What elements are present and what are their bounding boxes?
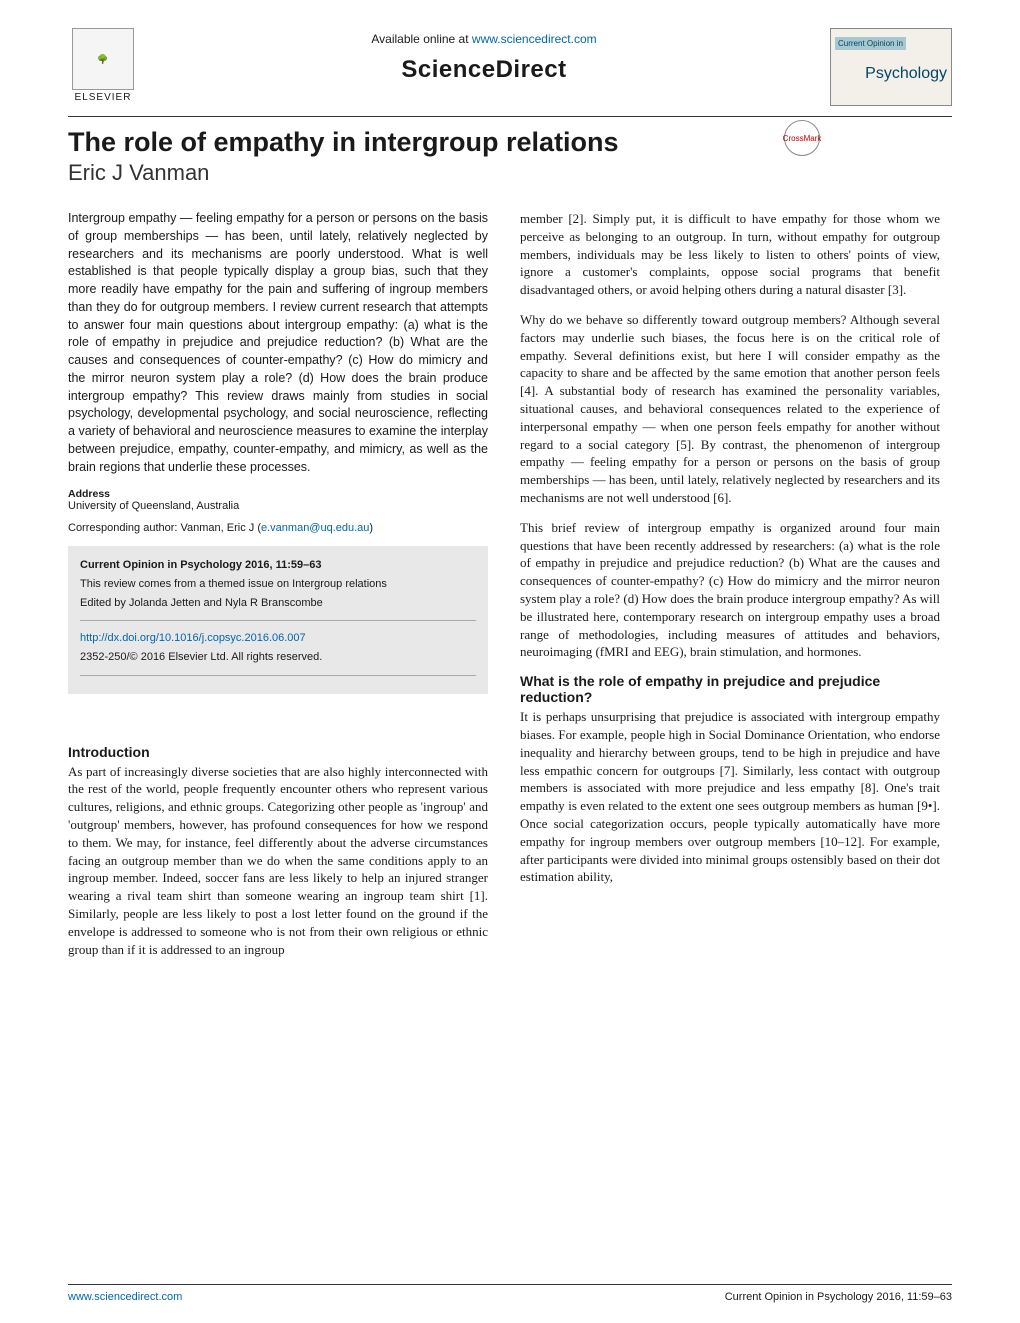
section-2-body: It is perhaps unsurprising that prejudic… — [520, 708, 940, 886]
elsevier-logo: 🌳 ELSEVIER — [68, 28, 138, 106]
page-footer: www.sciencedirect.com Current Opinion in… — [68, 1284, 952, 1303]
footer-left-link[interactable]: www.sciencedirect.com — [68, 1291, 182, 1303]
infobox-rule-1 — [80, 620, 476, 621]
infobox-rule-2 — [80, 675, 476, 676]
intro-paragraph-1: As part of increasingly diverse societie… — [68, 763, 488, 959]
themed-text: This review comes from a themed issue on… — [80, 578, 387, 590]
page-header: 🌳 ELSEVIER Available online at www.scien… — [68, 28, 952, 106]
elsevier-label: ELSEVIER — [75, 92, 132, 103]
publisher-block: 🌳 ELSEVIER — [68, 28, 138, 106]
address-text: University of Queensland, Australia — [68, 500, 488, 512]
doi-link[interactable]: http://dx.doi.org/10.1016/j.copsyc.2016.… — [80, 632, 306, 644]
introduction-heading: Introduction — [68, 744, 488, 760]
section-2-paragraph-1: It is perhaps unsurprising that prejudic… — [520, 708, 940, 886]
crossmark-icon[interactable]: CrossMark — [784, 120, 820, 156]
corresponding-prefix: Corresponding author: Vanman, Eric J ( — [68, 522, 261, 534]
journal-series-label: Current Opinion in — [835, 37, 906, 50]
article-author: Eric J Vanman — [68, 160, 952, 186]
right-body: member [2]. Simply put, it is difficult … — [520, 210, 940, 661]
corresponding-email-link[interactable]: e.vanman@uq.edu.au — [261, 522, 369, 534]
themed-issue-line: This review comes from a themed issue on… — [80, 575, 476, 594]
edited-by-line: Edited by Jolanda Jetten and Nyla R Bran… — [80, 594, 476, 613]
right-paragraph-2: Why do we behave so differently toward o… — [520, 311, 940, 507]
header-center: Available online at www.sciencedirect.co… — [138, 28, 830, 84]
citation-line: Current Opinion in Psychology 2016, 11:5… — [80, 556, 476, 575]
two-column-layout: Intergroup empathy — feeling empathy for… — [68, 210, 952, 970]
citation-text: Current Opinion in Psychology 2016, 11:5… — [80, 559, 321, 571]
journal-cover-box: Current Opinion in Psychology — [830, 28, 952, 106]
corresponding-author: Corresponding author: Vanman, Eric J (e.… — [68, 522, 488, 534]
right-paragraph-1: member [2]. Simply put, it is difficult … — [520, 210, 940, 299]
available-online-text: Available online at www.sciencedirect.co… — [138, 32, 830, 46]
elsevier-tree-icon: 🌳 — [72, 28, 134, 90]
sciencedirect-url-link[interactable]: www.sciencedirect.com — [472, 32, 597, 46]
right-column: member [2]. Simply put, it is difficult … — [520, 210, 940, 970]
header-rule — [68, 116, 952, 117]
abstract-text: Intergroup empathy — feeling empathy for… — [68, 210, 488, 476]
corresponding-suffix: ) — [369, 522, 373, 534]
right-paragraph-3: This brief review of intergroup empathy … — [520, 519, 940, 661]
copyright-line: 2352-250/© 2016 Elsevier Ltd. All rights… — [80, 648, 476, 667]
sciencedirect-wordmark: ScienceDirect — [138, 56, 830, 84]
intro-body-left: As part of increasingly diverse societie… — [68, 763, 488, 959]
crossmark-label: CrossMark — [783, 134, 822, 143]
citation-info-box: Current Opinion in Psychology 2016, 11:5… — [68, 546, 488, 693]
address-label: Address — [68, 488, 488, 500]
footer-right-citation: Current Opinion in Psychology 2016, 11:5… — [725, 1291, 952, 1303]
section-2-heading: What is the role of empathy in prejudice… — [520, 673, 940, 705]
available-label: Available online at — [371, 32, 468, 46]
left-column: Intergroup empathy — feeling empathy for… — [68, 210, 488, 970]
journal-name: Psychology — [835, 65, 947, 83]
